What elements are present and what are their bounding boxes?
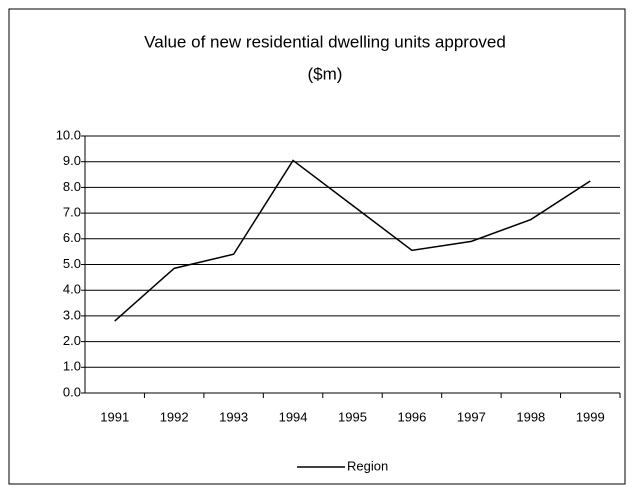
y-tick-label: 3.0 [63,307,81,322]
y-tick-label: 2.0 [63,333,81,348]
chart-title: ($m) [308,64,343,83]
y-tick-label: 7.0 [63,205,81,220]
x-tick-label: 1992 [160,409,189,424]
y-tick-label: 6.0 [63,230,81,245]
x-tick-label: 1999 [576,409,605,424]
x-tick-label: 1997 [457,409,486,424]
y-tick-label: 9.0 [63,153,81,168]
y-tick-label: 10.0 [56,127,81,142]
y-tick-label: 8.0 [63,179,81,194]
chart-border [8,8,626,485]
series-line [114,159,591,322]
y-tick-label: 0.0 [63,384,81,399]
x-tick-label: 1995 [338,409,367,424]
x-tick-label: 1991 [100,409,129,424]
y-tick-label: 1.0 [63,359,81,374]
x-tick-label: 1998 [516,409,545,424]
chart-title: Value of new residential dwelling units … [144,32,506,51]
x-tick-label: 1994 [279,409,308,424]
x-tick-label: 1993 [219,409,248,424]
y-tick-label: 4.0 [63,282,81,297]
y-tick-label: 5.0 [63,256,81,271]
legend-label: Region [347,458,388,473]
x-tick-label: 1996 [397,409,426,424]
